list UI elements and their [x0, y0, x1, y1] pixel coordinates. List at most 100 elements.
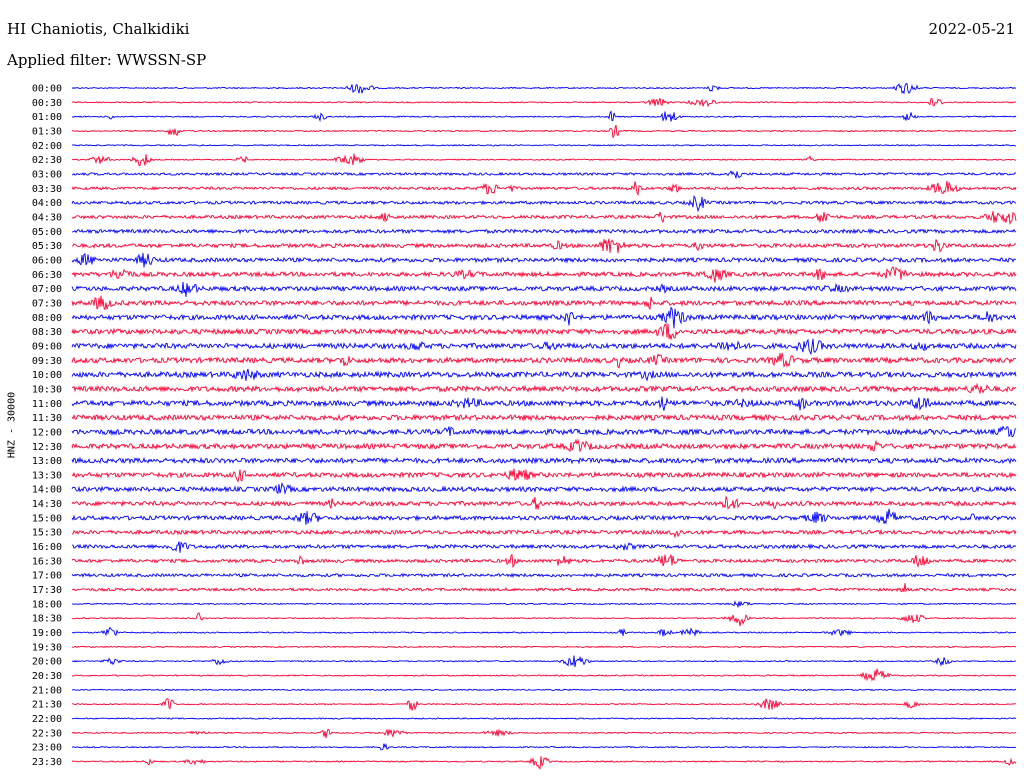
row-time-label: 07:30: [32, 298, 62, 309]
row-time-label: 13:00: [32, 456, 62, 467]
row-time-label: 16:00: [32, 542, 62, 553]
row-time-label: 15:30: [32, 528, 62, 539]
trace-line: [71, 194, 1017, 213]
row-time-label: 21:30: [32, 700, 62, 711]
row-time-label: 05:30: [32, 241, 62, 252]
trace-line: [71, 645, 1017, 649]
row-time-label: 00:30: [32, 98, 62, 109]
row-time-label: 23:30: [32, 757, 62, 768]
row-time-label: 18:00: [32, 599, 62, 610]
row-time-label: 06:30: [32, 270, 62, 281]
row-time-label: 08:30: [32, 327, 62, 338]
trace-line: [71, 508, 1017, 525]
trace-line: [71, 655, 1017, 667]
row-time-label: 19:00: [32, 628, 62, 639]
trace-line: [71, 572, 1017, 579]
filter-label: Applied filter: WWSSN-SP: [7, 51, 207, 69]
row-time-label: 04:30: [32, 212, 62, 223]
row-time-label: 22:30: [32, 728, 62, 739]
trace-line: [71, 495, 1017, 510]
trace-line: [71, 170, 1017, 179]
station-title: HI Chaniotis, Chalkidiki: [7, 20, 190, 38]
trace-line: [71, 481, 1017, 495]
date-label: 2022-05-21: [928, 20, 1015, 38]
row-time-label: 13:30: [32, 470, 62, 481]
trace-line: [71, 323, 1017, 340]
trace-line: [71, 743, 1017, 751]
row-time-label: 09:30: [32, 356, 62, 367]
row-time-label: 02:00: [32, 141, 62, 152]
row-time-label: 11:30: [32, 413, 62, 424]
row-time-label: 16:30: [32, 556, 62, 567]
trace-line: [71, 352, 1017, 369]
row-time-label: 03:30: [32, 184, 62, 195]
trace-line: [71, 583, 1017, 593]
trace-line: [71, 756, 1017, 770]
trace-line: [71, 698, 1017, 711]
row-time-label: 07:00: [32, 284, 62, 295]
row-time-label: 17:00: [32, 571, 62, 582]
row-time-label: 03:00: [32, 169, 62, 180]
row-time-label: 12:30: [32, 442, 62, 453]
trace-line: [71, 110, 1017, 123]
row-time-label: 01:30: [32, 126, 62, 137]
trace-line: [71, 295, 1017, 311]
trace-line: [71, 553, 1017, 568]
row-time-label: 05:00: [32, 227, 62, 238]
row-time-label: 10:00: [32, 370, 62, 381]
trace-line: [71, 368, 1017, 382]
trace-line: [71, 688, 1017, 692]
row-time-label: 21:00: [32, 685, 62, 696]
row-time-label: 11:00: [32, 399, 62, 410]
trace-line: [71, 668, 1017, 682]
trace-line: [71, 425, 1017, 438]
row-time-label: 20:00: [32, 657, 62, 668]
trace-line: [71, 528, 1017, 539]
trace-line: [71, 717, 1017, 720]
trace-line: [71, 413, 1017, 422]
trace-line: [71, 282, 1017, 297]
row-time-label: 01:00: [32, 112, 62, 123]
row-time-label: 09:00: [32, 341, 62, 352]
trace-line: [71, 456, 1017, 465]
trace-line: [71, 252, 1017, 268]
trace-line: [71, 306, 1017, 329]
trace-line: [71, 98, 1017, 108]
trace-line: [71, 211, 1017, 226]
row-time-label: 19:30: [32, 642, 62, 653]
trace-line: [71, 180, 1017, 197]
row-time-label: 14:30: [32, 499, 62, 510]
trace-line: [72, 600, 1017, 609]
trace-line: [71, 338, 1017, 356]
trace-line: [71, 153, 1017, 167]
trace-line: [71, 468, 1017, 483]
row-time-label: 18:30: [32, 614, 62, 625]
row-time-label: 02:30: [32, 155, 62, 166]
row-time-label: 15:00: [32, 513, 62, 524]
row-time-label: 08:00: [32, 313, 62, 324]
row-time-label: 20:30: [32, 671, 62, 682]
trace-line: [71, 396, 1017, 411]
row-time-label: 17:30: [32, 585, 62, 596]
trace-line: [71, 266, 1017, 283]
trace-line: [71, 728, 1017, 739]
row-time-label: 22:00: [32, 714, 62, 725]
trace-line: [71, 124, 1017, 139]
trace-line: [72, 238, 1017, 254]
trace-line: [71, 541, 1017, 553]
row-time-label: 14:00: [32, 485, 62, 496]
trace-line: [72, 612, 1017, 627]
trace-line: [71, 144, 1017, 147]
trace-line: [71, 382, 1017, 394]
row-time-label: 12:00: [32, 427, 62, 438]
trace-line: [71, 82, 1017, 95]
trace-line: [71, 626, 1017, 637]
row-time-label: 10:30: [32, 384, 62, 395]
row-time-label: 23:00: [32, 743, 62, 754]
row-time-label: 06:00: [32, 255, 62, 266]
trace-line: [71, 228, 1017, 235]
trace-line: [71, 438, 1017, 453]
row-time-label: 00:00: [32, 84, 62, 95]
row-time-label: 04:00: [32, 198, 62, 209]
